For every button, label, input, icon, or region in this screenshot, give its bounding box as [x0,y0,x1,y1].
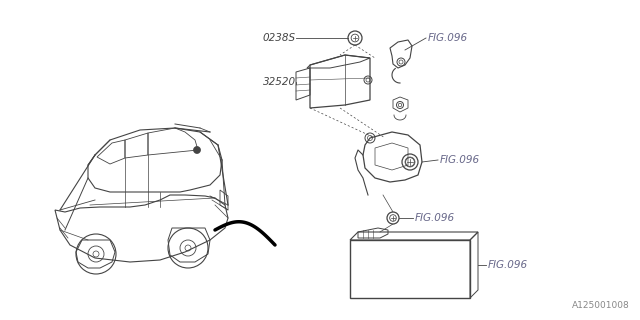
Text: FIG.096: FIG.096 [440,155,480,165]
Text: FIG.096: FIG.096 [488,260,528,270]
Circle shape [193,147,200,154]
Text: 32520: 32520 [263,77,296,87]
Text: FIG.096: FIG.096 [428,33,468,43]
Text: 0238S: 0238S [263,33,296,43]
Text: A125001008: A125001008 [572,301,630,310]
Text: FIG.096: FIG.096 [415,213,455,223]
